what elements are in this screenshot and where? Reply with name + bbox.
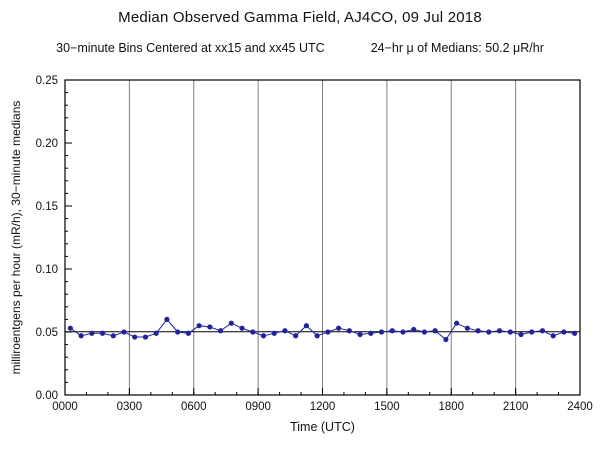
y-tick-label: 0.05 [36, 327, 58, 339]
data-point [217, 328, 224, 334]
data-point [529, 329, 535, 335]
data-point [99, 330, 106, 336]
x-tick-label: 1800 [438, 401, 464, 413]
y-axis-title: milliroentgens per hour (mR/h), 30−minut… [9, 101, 23, 375]
data-point [411, 326, 417, 333]
data-point [164, 316, 170, 322]
chart-title: Median Observed Gamma Field, AJ4CO, 09 J… [118, 9, 482, 26]
data-point [550, 333, 556, 339]
subtitle-bins: 30−minute Bins Centered at xx15 and xx45… [56, 41, 325, 55]
data-point [357, 331, 363, 338]
y-tick-label: 0.25 [36, 75, 58, 87]
data-point [572, 330, 578, 336]
x-tick-label: 2400 [567, 401, 593, 413]
data-point [421, 329, 428, 335]
data-point [132, 334, 138, 340]
x-tick-label: 0000 [52, 401, 78, 413]
data-point [325, 329, 331, 335]
data-point [196, 323, 202, 329]
data-point [443, 336, 449, 343]
x-tick-label: 1200 [310, 401, 336, 413]
data-point [250, 329, 256, 335]
data-point [475, 328, 481, 334]
data-point [346, 328, 352, 334]
y-tick-label: 0.00 [36, 390, 58, 402]
y-tick-label: 0.10 [36, 264, 58, 276]
data-point [507, 329, 513, 335]
data-point [67, 325, 73, 331]
x-axis-title: Time (UTC) [290, 420, 355, 434]
data-point [121, 329, 127, 335]
data-point [271, 330, 277, 336]
data-point [496, 328, 503, 334]
data-point [239, 325, 245, 331]
data-point [378, 329, 385, 335]
data-point [335, 325, 342, 331]
data-point [185, 330, 191, 336]
data-point [175, 329, 181, 335]
data-point [314, 333, 320, 339]
data-point [142, 334, 149, 340]
data-point [228, 320, 234, 326]
data-point [464, 325, 470, 331]
data-point [260, 333, 267, 339]
data-point [78, 333, 84, 339]
data-point [389, 328, 395, 334]
y-tick-label: 0.20 [36, 138, 58, 150]
subtitle-mean: 24−hr μ of Medians: 50.2 μR/hr [370, 41, 544, 55]
x-tick-label: 2100 [503, 401, 529, 413]
data-point [454, 320, 460, 326]
data-point [207, 324, 213, 330]
x-tick-label: 0300 [117, 401, 143, 413]
data-point [400, 329, 406, 335]
chart-subtitle: 30−minute Bins Centered at xx15 and xx45… [0, 41, 600, 55]
data-point [486, 329, 492, 335]
x-tick-label: 0900 [245, 401, 271, 413]
data-point [303, 323, 310, 329]
data-point [518, 331, 524, 338]
data-point [110, 333, 116, 339]
data-point [539, 328, 546, 334]
data-point [293, 333, 299, 339]
data-point [89, 330, 95, 336]
x-tick-label: 1500 [374, 401, 400, 413]
data-point [432, 328, 438, 334]
data-point [282, 328, 288, 334]
y-tick-label: 0.15 [36, 201, 58, 213]
data-point [153, 330, 159, 336]
x-tick-label: 0600 [181, 401, 207, 413]
data-point [368, 330, 374, 336]
data-point [561, 329, 567, 335]
